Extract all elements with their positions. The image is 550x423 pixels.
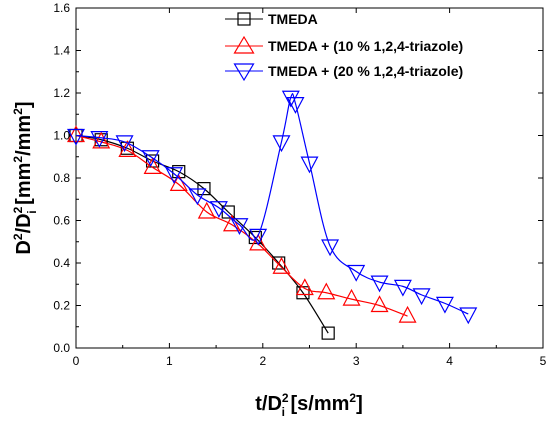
data-point: [393, 279, 412, 297]
y-tick-label: 0.2: [53, 299, 70, 313]
data-point: [317, 282, 336, 300]
data-point: [272, 256, 291, 274]
data-point: [281, 90, 300, 108]
data-point: [347, 264, 366, 282]
x-tick-label: 5: [540, 354, 547, 368]
data-point: [197, 201, 216, 219]
y-tick-label: 1.4: [53, 44, 70, 58]
data-point: [67, 128, 85, 146]
y-axis-title: D2/D2i [mm2/mm2]: [11, 101, 39, 254]
legend-marker-triangle-up: [233, 35, 255, 54]
data-point: [249, 233, 268, 251]
y-axis: 0.0 0.2 0.4 0.6 0.8 1.0 1.2 1.4 1.6: [53, 1, 543, 355]
data-point: [295, 278, 314, 296]
legend-label-tmeda: TMEDA: [268, 11, 318, 27]
x-axis: 0 1 2 3 4 5: [73, 8, 547, 368]
x-tick-label: 1: [166, 354, 173, 368]
legend-marker-triangle-down: [233, 63, 255, 82]
series-1: [67, 125, 417, 323]
data-point: [342, 288, 361, 306]
series-2: [67, 90, 478, 325]
data-point: [143, 157, 162, 174]
data-point: [222, 214, 241, 232]
legend-label-20pct: TMEDA + (20 % 1,2,4-triazole): [268, 63, 463, 79]
data-point: [412, 288, 431, 306]
data-point: [398, 305, 417, 323]
x-axis-title: t/D2 i [s/mm2]: [255, 391, 363, 419]
data-point: [67, 125, 85, 143]
data-point: [90, 131, 109, 148]
series-layer: [67, 90, 478, 340]
y-tick-label: 1.2: [53, 86, 70, 100]
x-tick-label: 4: [446, 354, 453, 368]
data-point: [370, 295, 389, 313]
y-tick-label: 1.0: [53, 129, 70, 143]
data-point: [435, 296, 454, 314]
x-tick-label: 3: [353, 354, 360, 368]
legend-marker-square: [237, 12, 251, 26]
legend: TMEDA TMEDA + (10 % 1,2,4-triazole) TMED…: [225, 11, 463, 82]
data-point: [459, 307, 478, 325]
x-tick-label: 2: [259, 354, 266, 368]
y-tick-label: 0.8: [53, 171, 70, 185]
y-tick-label: 1.6: [53, 1, 70, 15]
y-tick-label: 0.0: [53, 341, 70, 355]
data-point: [209, 201, 228, 219]
data-point: [370, 275, 389, 293]
data-point: [321, 326, 335, 340]
data-point: [321, 239, 340, 257]
data-point: [188, 188, 207, 206]
data-point: [221, 205, 235, 219]
data-point: [230, 218, 249, 236]
data-point: [286, 97, 305, 114]
data-point: [169, 174, 188, 191]
data-point: [165, 167, 184, 185]
legend-label-10pct: TMEDA + (10 % 1,2,4-triazole): [268, 38, 463, 54]
data-point: [115, 135, 134, 153]
data-point: [249, 228, 268, 246]
series-line: [75, 134, 408, 317]
data-point: [272, 135, 291, 153]
data-point: [141, 150, 160, 168]
data-point: [92, 131, 111, 149]
y-tick-label: 0.4: [53, 256, 70, 270]
x-tick-label: 0: [73, 354, 80, 368]
y-tick-label: 0.6: [53, 214, 70, 228]
data-point: [300, 156, 319, 174]
